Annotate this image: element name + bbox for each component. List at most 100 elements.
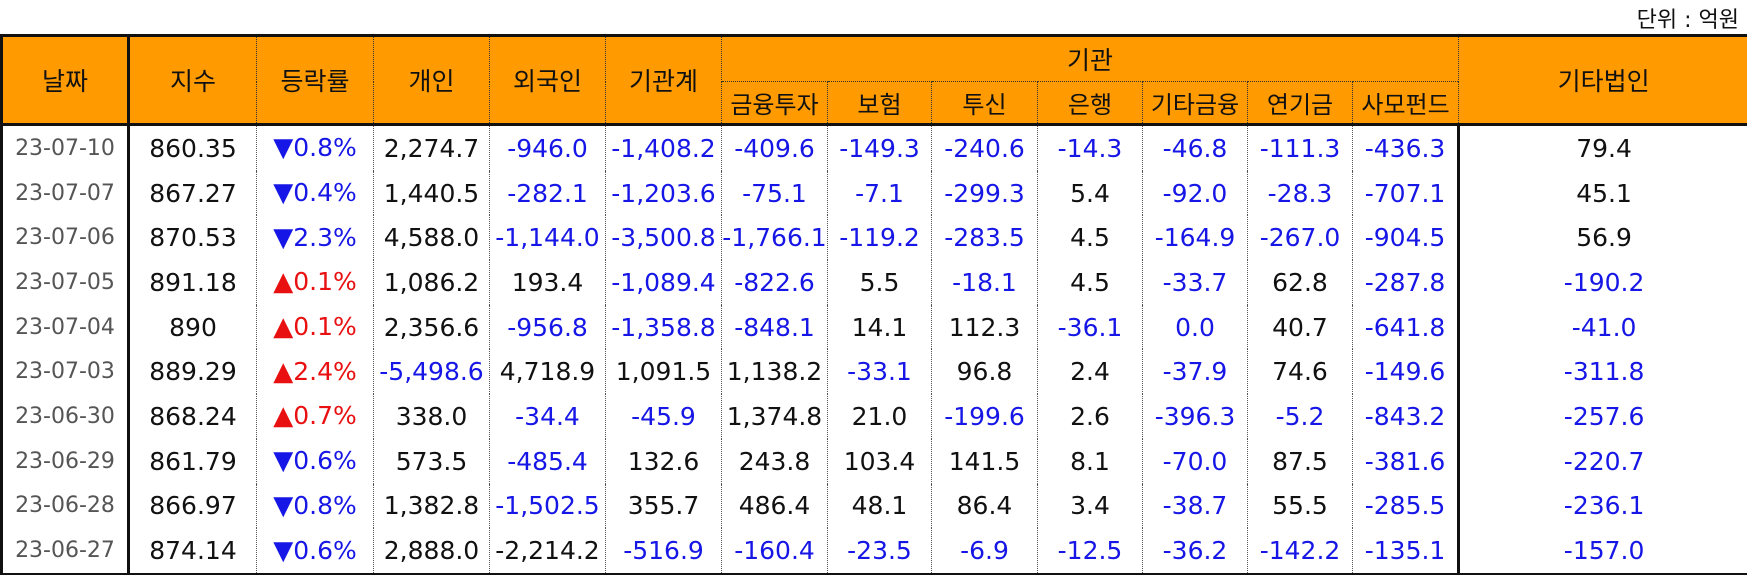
cell-other-finance: -33.7 [1142,260,1248,305]
cell-index: 874.14 [128,528,257,575]
cell-investment-trust: -283.5 [931,215,1038,261]
cell-other-finance: -36.2 [1142,528,1248,575]
table-row: 23-07-05 891.18 ▲0.1% 1,086.2 193.4 -1,089.4-… [0,260,1747,305]
header-other-corp: 기타법인 [1458,34,1747,126]
change-percent: 2.3% [293,222,357,252]
down-triangle-icon: ▼ [273,490,294,521]
change-percent: 2.4% [293,356,357,386]
cell-investment-trust: -18.1 [931,260,1038,305]
cell-change: ▲0.7% [256,394,374,439]
cell-investment-trust: -240.6 [931,124,1038,171]
cell-individual: 1,440.5 [373,170,490,216]
cell-other-corp: -220.7 [1457,438,1747,484]
cell-individual: 4,588.0 [373,215,490,261]
cell-institution-total: -1,203.6 [605,170,722,216]
cell-individual: 338.0 [373,394,490,439]
cell-insurance: 48.1 [827,483,932,529]
cell-financial-investment: -409.6 [721,124,828,171]
cell-other-finance: -396.3 [1142,394,1248,439]
cell-bank: 5.4 [1037,170,1143,216]
up-triangle-icon: ▲ [273,312,294,343]
up-triangle-icon: ▲ [273,401,294,432]
cell-foreign: -34.4 [489,394,606,439]
cell-change: ▲0.1% [256,260,374,305]
table-row: 23-07-04 890 ▲0.1% 2,356.6 -956.8 -1,358.8 -84… [0,304,1747,350]
cell-bank: 4.5 [1037,260,1143,305]
cell-institution-total: -45.9 [605,394,722,439]
cell-private-fund: -149.6 [1351,349,1460,395]
cell-index: 868.24 [128,394,257,439]
cell-other-corp: 45.1 [1457,170,1747,216]
up-triangle-icon: ▲ [273,356,294,387]
cell-investment-trust: 141.5 [931,438,1038,484]
cell-other-corp: -41.0 [1457,304,1747,350]
change-percent: 0.6% [293,446,357,476]
header-investment-trust: 투신 [931,81,1038,126]
cell-change: ▼0.4% [256,170,374,216]
cell-date: 23-06-28 [0,483,130,529]
change-percent: 0.4% [293,178,357,208]
cell-other-corp: -311.8 [1457,349,1747,395]
cell-other-finance: -38.7 [1142,483,1248,529]
change-percent: 0.1% [293,312,357,342]
header-other-finance: 기타금융 [1142,81,1248,126]
cell-bank: -12.5 [1037,528,1143,575]
cell-institution-total: 1,091.5 [605,349,722,395]
cell-change: ▼0.6% [256,438,374,484]
cell-institution-total: -516.9 [605,528,722,575]
table-row: 23-06-29 861.79 ▼0.6% 573.5 -485.4 132.6 243.8… [0,438,1747,484]
cell-insurance: 103.4 [827,438,932,484]
cell-date: 23-07-05 [0,260,130,305]
cell-financial-investment: -1,766.1 [721,215,828,261]
cell-insurance: -7.1 [827,170,932,216]
unit-label: 단위 : 억원 [1636,8,1739,33]
cell-institution-total: -3,500.8 [605,215,722,261]
cell-institution-total: -1,408.2 [605,124,722,171]
down-triangle-icon: ▼ [273,535,294,566]
cell-investment-trust: 112.3 [931,304,1038,350]
cell-foreign: -282.1 [489,170,606,216]
cell-other-corp: -190.2 [1457,260,1747,305]
cell-institution-total: 355.7 [605,483,722,529]
cell-financial-investment: 486.4 [721,483,828,529]
cell-bank: 2.4 [1037,349,1143,395]
cell-foreign: -485.4 [489,438,606,484]
cell-other-finance: 0.0 [1142,304,1248,350]
table-row: 23-07-06 870.53 ▼2.3% 4,588.0 -1,144.0 -3,500… [0,215,1747,261]
down-triangle-icon: ▼ [273,133,294,164]
change-percent: 0.8% [293,490,357,520]
cell-date: 23-07-04 [0,304,130,350]
cell-change: ▼0.8% [256,124,374,171]
header-financial-investment: 금융투자 [721,81,828,126]
cell-index: 861.79 [128,438,257,484]
header-date: 날짜 [0,34,130,126]
cell-other-corp: 56.9 [1457,215,1747,261]
cell-pension: -142.2 [1247,528,1353,575]
table-row: 23-06-27 874.14 ▼0.6% 2,888.0 -2,214.2 -516.9… [0,528,1747,575]
cell-private-fund: -641.8 [1351,304,1460,350]
cell-pension: 62.8 [1247,260,1353,305]
table-row: 23-06-28 866.97 ▼0.8% 1,382.8 -1,502.5 355.7 4… [0,483,1747,529]
cell-change: ▼2.3% [256,215,374,261]
cell-foreign: 4,718.9 [489,349,606,395]
down-triangle-icon: ▼ [273,222,294,253]
cell-private-fund: -287.8 [1351,260,1460,305]
cell-financial-investment: 1,374.8 [721,394,828,439]
cell-private-fund: -904.5 [1351,215,1460,261]
cell-date: 23-07-07 [0,170,130,216]
cell-insurance: -33.1 [827,349,932,395]
cell-financial-investment: -848.1 [721,304,828,350]
cell-insurance: 5.5 [827,260,932,305]
cell-individual: 2,888.0 [373,528,490,575]
cell-index: 891.18 [128,260,257,305]
cell-individual: -5,498.6 [373,349,490,395]
cell-financial-investment: 1,138.2 [721,349,828,395]
cell-pension: -111.3 [1247,124,1353,171]
header-individual: 개인 [373,34,490,126]
cell-financial-investment: -822.6 [721,260,828,305]
cell-pension: 40.7 [1247,304,1353,350]
cell-foreign: -1,144.0 [489,215,606,261]
cell-foreign: -946.0 [489,124,606,171]
table-row: 23-07-07 867.27 ▼0.4% 1,440.5 -282.1 -1,203.6… [0,170,1747,216]
cell-other-finance: -46.8 [1142,124,1248,171]
